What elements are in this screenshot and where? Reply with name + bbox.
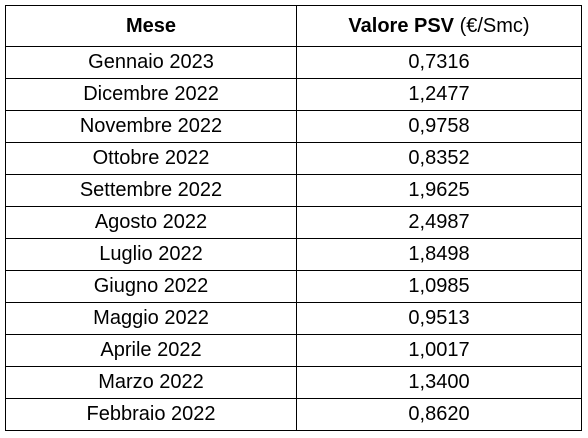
table-row: Ottobre 2022 0,8352 [5, 142, 582, 175]
value-cell: 1,2477 [296, 78, 582, 111]
value-cell: 0,8352 [296, 142, 582, 175]
value-cell: 1,8498 [296, 238, 582, 271]
table-row: Luglio 2022 1,8498 [5, 238, 582, 271]
value-cell: 1,0017 [296, 334, 582, 367]
table-row: Novembre 2022 0,9758 [5, 110, 582, 143]
table-row: Gennaio 2023 0,7316 [5, 46, 582, 79]
month-cell: Ottobre 2022 [5, 142, 297, 175]
table-row: Maggio 2022 0,9513 [5, 302, 582, 335]
value-cell: 1,3400 [296, 366, 582, 399]
value-cell: 2,4987 [296, 206, 582, 239]
table-row: Agosto 2022 2,4987 [5, 206, 582, 239]
month-cell: Dicembre 2022 [5, 78, 297, 111]
month-cell: Gennaio 2023 [5, 46, 297, 79]
table-row: Settembre 2022 1,9625 [5, 174, 582, 207]
value-cell: 1,9625 [296, 174, 582, 207]
table-body: Gennaio 2023 0,7316 Dicembre 2022 1,2477… [5, 46, 582, 431]
table-row: Aprile 2022 1,0017 [5, 334, 582, 367]
table-header: Mese Valore PSV (€/Smc) [5, 5, 582, 47]
value-cell: 0,9513 [296, 302, 582, 335]
table-row: Giugno 2022 1,0985 [5, 270, 582, 303]
psv-table-container: Mese Valore PSV (€/Smc) Gennaio 2023 0,7… [5, 5, 582, 431]
header-value-label: Valore PSV [348, 14, 455, 37]
month-cell: Marzo 2022 [5, 366, 297, 399]
month-cell: Settembre 2022 [5, 174, 297, 207]
value-cell: 0,9758 [296, 110, 582, 143]
value-cell: 0,7316 [296, 46, 582, 79]
header-month-label: Mese [125, 14, 177, 37]
month-cell: Giugno 2022 [5, 270, 297, 303]
psv-value-table: Mese Valore PSV (€/Smc) Gennaio 2023 0,7… [5, 5, 582, 431]
header-row: Mese Valore PSV (€/Smc) [5, 5, 582, 47]
value-cell: 1,0985 [296, 270, 582, 303]
month-cell: Febbraio 2022 [5, 398, 297, 431]
table-row: Dicembre 2022 1,2477 [5, 78, 582, 111]
header-value-unit: (€/Smc) [459, 14, 530, 37]
month-cell: Aprile 2022 [5, 334, 297, 367]
month-cell: Maggio 2022 [5, 302, 297, 335]
header-value: Valore PSV (€/Smc) [296, 5, 582, 47]
value-cell: 0,8620 [296, 398, 582, 431]
table-row: Febbraio 2022 0,8620 [5, 398, 582, 431]
month-cell: Luglio 2022 [5, 238, 297, 271]
month-cell: Agosto 2022 [5, 206, 297, 239]
table-row: Marzo 2022 1,3400 [5, 366, 582, 399]
month-cell: Novembre 2022 [5, 110, 297, 143]
header-month: Mese [5, 5, 297, 47]
